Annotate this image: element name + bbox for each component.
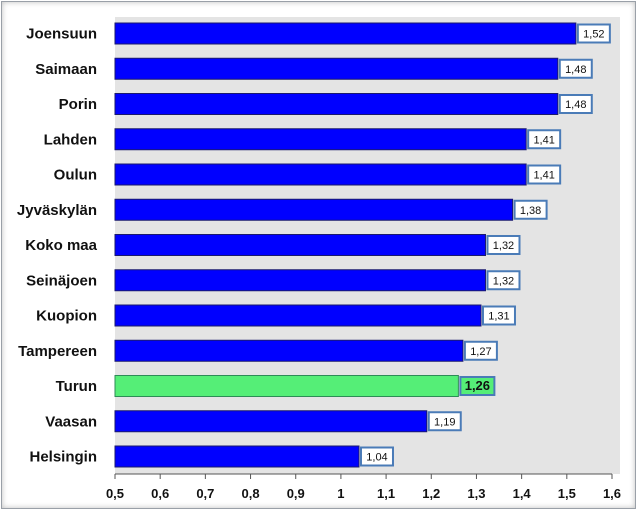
value-label: 1,27 <box>470 346 491 358</box>
category-label: Jyväskylän <box>17 202 97 219</box>
value-label-box <box>527 129 562 150</box>
x-tick-label: 0,9 <box>287 486 305 501</box>
value-label: 1,41 <box>533 134 554 146</box>
category-label: Turun <box>56 378 97 395</box>
value-label-box <box>359 446 394 467</box>
bar-Helsingin <box>114 445 360 468</box>
bar-Tampereen <box>114 339 464 362</box>
value-label: 1,41 <box>533 170 554 182</box>
bars-group <box>114 22 577 468</box>
value-label-box <box>576 23 611 44</box>
category-label: Tampereen <box>18 343 97 360</box>
x-tick-label: 1,3 <box>467 486 485 501</box>
x-tick-label: 0,7 <box>196 486 214 501</box>
bar-Joensuun <box>114 22 577 45</box>
category-label: Porin <box>59 96 97 113</box>
value-label: 1,32 <box>493 275 514 287</box>
value-label: 1,04 <box>366 452 387 464</box>
value-label: 1,19 <box>434 416 455 428</box>
bar-Oulun <box>114 163 527 186</box>
category-label: Saimaan <box>35 61 97 78</box>
value-label-box <box>558 58 593 79</box>
value-label: 1,26 <box>465 378 490 393</box>
category-label: Oulun <box>54 167 97 184</box>
value-label: 1,38 <box>520 205 541 217</box>
x-tick-label: 1 <box>337 486 344 501</box>
value-label-box <box>558 94 593 114</box>
value-label: 1,48 <box>565 64 586 76</box>
category-label: Helsingin <box>29 449 97 466</box>
x-tick-label: 0,8 <box>242 486 260 501</box>
category-label: Vaasan <box>45 413 97 430</box>
bar-Turun <box>114 375 459 397</box>
value-label: 1,31 <box>488 311 509 323</box>
x-tick-label: 1,4 <box>513 486 532 501</box>
x-tick-label: 1,1 <box>377 486 395 501</box>
value-label-box <box>427 411 462 432</box>
value-label-box <box>486 235 521 255</box>
bar-Lahden <box>114 128 527 151</box>
bar-Porin <box>114 93 559 115</box>
value-label: 1,52 <box>583 29 604 41</box>
category-label: Joensuun <box>26 26 97 43</box>
category-label: Lahden <box>44 131 97 148</box>
value-label: 1,48 <box>565 99 586 111</box>
bar-Kuopion <box>114 304 482 327</box>
x-tick-label: 0,5 <box>106 486 124 501</box>
value-label-box <box>527 164 562 185</box>
category-label: Koko maa <box>25 237 97 254</box>
bar-Jyväskylän <box>114 198 514 221</box>
x-tick-label: 1,6 <box>603 486 621 501</box>
bar-Seinäjoen <box>114 269 486 292</box>
x-tick-label: 1,5 <box>558 486 576 501</box>
value-label-box <box>486 270 521 291</box>
x-tick-label: 0,6 <box>151 486 169 501</box>
bar-Saimaan <box>114 57 559 80</box>
category-labels-group: Joensuun Saimaan Porin Lahden Oulun Jyväskylä… <box>17 26 98 466</box>
value-label-box <box>513 199 548 220</box>
value-label-box <box>459 376 496 396</box>
x-axis: 0,5 0,6 0,7 0,8 0,9 1 1,1 1,2 1,3 1,4 1,5 1,6 <box>106 473 621 501</box>
category-label: Kuopion <box>36 308 97 325</box>
x-tick-label: 1,2 <box>422 486 440 501</box>
value-labels-group: 1,52 1,48 1,48 1,41 1,41 1,38 1,32 1,32 1,31 1,27… <box>359 23 611 467</box>
value-label-box <box>481 305 516 326</box>
value-label-box <box>463 340 498 361</box>
value-label: 1,32 <box>493 240 514 252</box>
bar-Koko maa <box>114 234 486 256</box>
category-label: Seinäjoen <box>26 272 97 289</box>
bar-Vaasan <box>114 410 428 433</box>
